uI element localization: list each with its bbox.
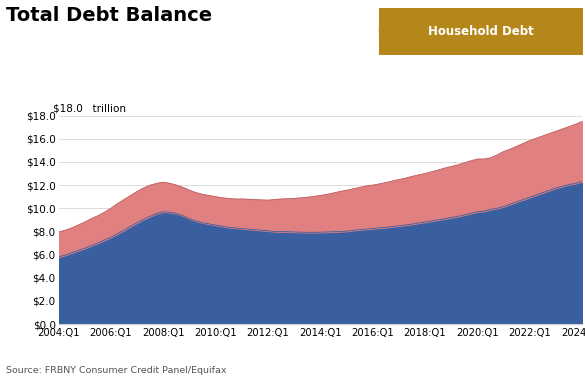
- Text: Source: FRBNY Consumer Credit Panel/Equifax: Source: FRBNY Consumer Credit Panel/Equi…: [6, 366, 226, 375]
- Text: Household Debt: Household Debt: [428, 25, 534, 38]
- Text: Total Debt Balance: Total Debt Balance: [6, 6, 212, 25]
- Text: $18.0   trillion: $18.0 trillion: [53, 104, 126, 114]
- Legend: Non-housing debt, Housing debt: Non-housing debt, Housing debt: [379, 25, 577, 35]
- FancyBboxPatch shape: [379, 8, 583, 55]
